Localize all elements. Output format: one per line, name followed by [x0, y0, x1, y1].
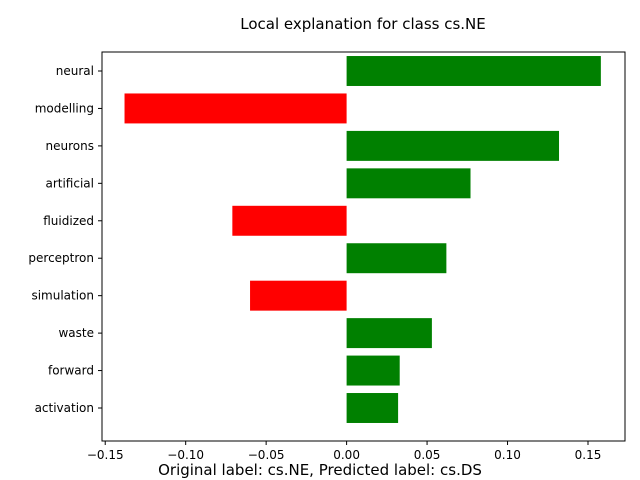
y-tick-label-forward: forward	[48, 364, 94, 378]
bars-group	[124, 56, 601, 423]
x-tick-label: −0.15	[87, 448, 124, 462]
bar-artificial	[346, 168, 471, 199]
y-tick-label-artificial: artificial	[45, 176, 94, 190]
x-tick-label: 0.05	[414, 448, 441, 462]
chart-title: Local explanation for class cs.NE	[240, 15, 486, 33]
x-tick-label: −0.10	[167, 448, 204, 462]
x-tick-label: 0.15	[575, 448, 602, 462]
y-tick-label-simulation: simulation	[31, 289, 94, 303]
y-tick-label-fluidized: fluidized	[43, 214, 94, 228]
y-tick-label-neural: neural	[56, 64, 94, 78]
x-tick-label: 0.10	[494, 448, 521, 462]
bar-simulation	[250, 280, 347, 311]
bar-forward	[346, 355, 400, 386]
bar-neurons	[346, 130, 560, 161]
x-axis: −0.15 −0.10 −0.05 0.00 0.05 0.10 0.15	[87, 441, 602, 462]
x-tick-label: 0.00	[333, 448, 360, 462]
y-axis: neural modelling neurons artificial fluidize…	[28, 64, 102, 415]
bar-modelling	[124, 93, 347, 124]
bar-neural	[346, 56, 601, 86]
y-tick-label-modelling: modelling	[35, 101, 94, 115]
bar-waste	[346, 318, 432, 349]
bar-perceptron	[346, 243, 447, 274]
x-tick-label: −0.05	[248, 448, 285, 462]
bar-activation	[346, 393, 399, 423]
y-tick-label-activation: activation	[35, 401, 94, 415]
prediction-caption: Original label: cs.NE, Predicted label: …	[158, 461, 482, 479]
plot-frame	[101, 51, 626, 442]
bar-fluidized	[232, 205, 347, 236]
y-tick-label-neurons: neurons	[46, 139, 94, 153]
y-tick-label-waste: waste	[58, 326, 94, 340]
y-tick-label-perceptron: perceptron	[28, 251, 94, 265]
